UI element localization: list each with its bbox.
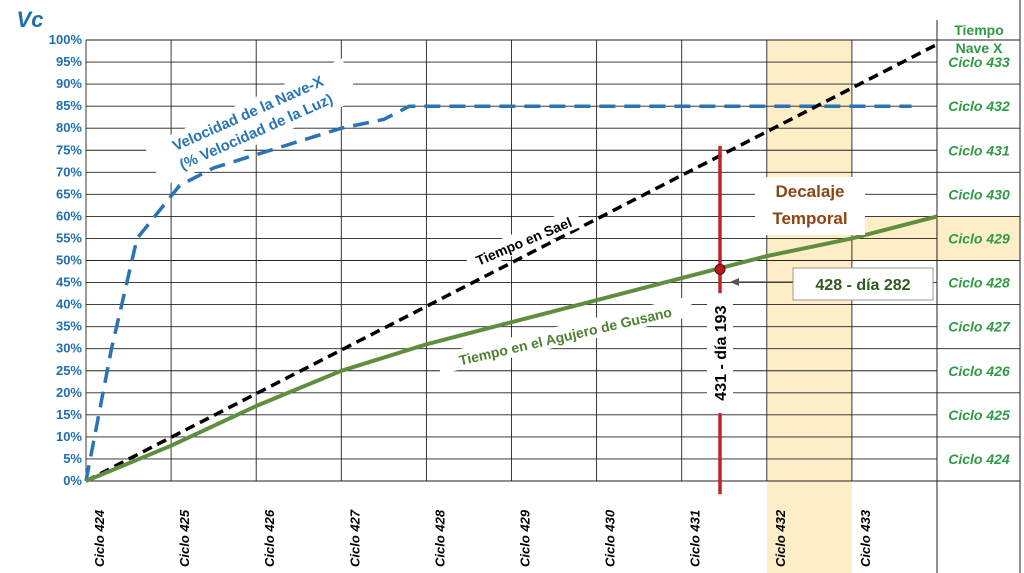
y-tick-label: 0% (63, 473, 82, 488)
right-tick-label: Ciclo 433 (948, 54, 1010, 70)
y-tick-label: 80% (56, 120, 82, 135)
y-tick-label: 5% (63, 451, 82, 466)
y-tick-label: 20% (56, 385, 82, 400)
y-tick-label: 90% (56, 76, 82, 91)
x-tick-label: Ciclo 427 (347, 509, 362, 567)
x-tick-label: Ciclo 428 (432, 509, 447, 567)
y-tick-label: 95% (56, 54, 82, 69)
marker-label-group: 431 - día 193 (706, 293, 733, 414)
y-tick-label: 55% (56, 230, 82, 245)
series-3-label: Tiempo en el Agujero de Gusano (457, 304, 673, 369)
y-tick-label: 65% (56, 186, 82, 201)
right-axis-title-line2: Nave X (956, 40, 1003, 56)
series-1-label-bg (144, 58, 360, 187)
y-tick-label: 10% (56, 429, 82, 444)
x-tick-label: Ciclo 426 (262, 509, 277, 567)
x-tick-group: Ciclo 429 (518, 509, 533, 567)
y-tick-label: 25% (56, 363, 82, 378)
y-tick-label: 100% (49, 32, 83, 47)
series-1-label-group: Velocidad de la Nave-X(% Velocidad de la… (144, 58, 360, 187)
right-tick-label: Ciclo 424 (948, 451, 1010, 467)
x-tick-group: Ciclo 430 (603, 509, 618, 567)
x-tick-group: Ciclo 428 (432, 509, 447, 567)
y-tick-label: 85% (56, 98, 82, 113)
series-line-1 (84, 104, 912, 482)
decalaje-label-line2: Temporal (772, 209, 847, 228)
x-tick-group: Ciclo 426 (262, 509, 277, 567)
x-tick-label: Ciclo 425 (177, 509, 192, 567)
highlight-band (766, 40, 852, 573)
right-tick-label: Ciclo 430 (948, 186, 1010, 202)
series-2-label-bg (464, 207, 583, 273)
right-tick-label: Ciclo 432 (948, 98, 1010, 114)
callout-arrow-head (729, 278, 739, 286)
y-tick-label: 75% (56, 142, 82, 157)
x-tick-group: Ciclo 424 (92, 509, 107, 567)
x-tick-label: Ciclo 432 (773, 509, 788, 567)
callout-box (792, 267, 934, 301)
right-tick-label: Ciclo 428 (948, 275, 1010, 291)
x-tick-group: Ciclo 431 (688, 510, 703, 567)
right-tick-label: Ciclo 425 (948, 407, 1010, 423)
y-tick-label: 15% (56, 407, 82, 422)
y-tick-label: 30% (56, 341, 82, 356)
y-tick-label: 35% (56, 319, 82, 334)
series-line-3 (85, 214, 938, 483)
x-tick-group: Ciclo 425 (177, 509, 192, 567)
x-tick-group: Ciclo 432 (773, 509, 788, 567)
x-tick-label: Ciclo 429 (518, 509, 533, 567)
y-tick-label: 60% (56, 208, 82, 223)
right-tick-label: Ciclo 431 (948, 142, 1010, 158)
series-2-label-group: Tiempo en Sael (464, 207, 583, 273)
x-tick-label: Ciclo 424 (92, 509, 107, 567)
y-tick-label: 50% (56, 253, 82, 268)
y-axis-title: Vc (17, 7, 44, 32)
right-tick-label: Ciclo 426 (948, 363, 1010, 379)
x-tick-group: Ciclo 433 (858, 509, 873, 567)
y-tick-label: 40% (56, 297, 82, 312)
y-tick-label: 70% (56, 164, 82, 179)
right-tick-label: Ciclo 427 (948, 319, 1011, 335)
decalaje-label-line1: Decalaje (776, 182, 845, 201)
marker-label-bg (706, 293, 733, 414)
intersection-point (714, 263, 726, 275)
x-tick-label: Ciclo 433 (858, 509, 873, 567)
right-axis-title-line1: Tiempo (954, 22, 1004, 38)
right-tick-label: Ciclo 429 (948, 230, 1010, 246)
x-tick-label: Ciclo 430 (603, 509, 618, 567)
callout-label: 428 - día 282 (815, 277, 910, 294)
decalaje-bg (755, 177, 865, 235)
marker-label: 431 - día 193 (713, 305, 730, 400)
series-3-label-bg (436, 296, 695, 375)
y-tick-label: 45% (56, 275, 82, 290)
x-tick-label: Ciclo 431 (688, 510, 703, 567)
x-tick-group: Ciclo 427 (347, 509, 362, 567)
